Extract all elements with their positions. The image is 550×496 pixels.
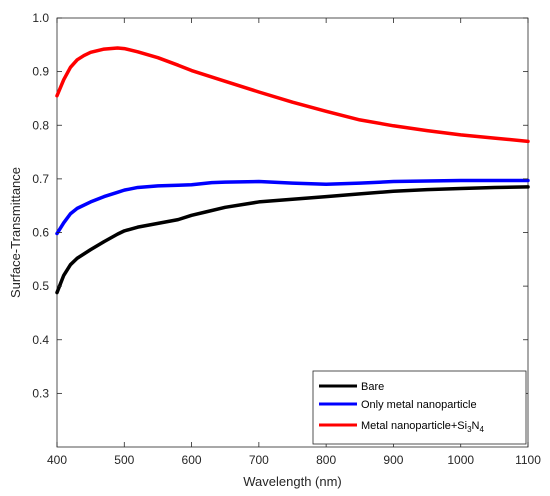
x-tick-label: 500 xyxy=(114,453,134,467)
y-tick-label: 0.9 xyxy=(32,65,49,79)
legend-box xyxy=(312,370,527,445)
series-line-2 xyxy=(55,46,530,144)
legend-label-sub2: 4 xyxy=(480,425,485,434)
x-tick-label: 800 xyxy=(316,453,336,467)
legend-label-main: Metal nanoparticle+Si xyxy=(361,420,467,432)
x-tick-label: 1100 xyxy=(515,453,541,467)
x-tick-label: 400 xyxy=(47,453,67,467)
y-tick-label: 0.4 xyxy=(32,333,49,347)
series-layer xyxy=(55,46,530,295)
y-axis-label: Surface-Transmittance xyxy=(8,167,23,298)
y-tick-label: 1.0 xyxy=(32,11,49,25)
x-tick-label: 900 xyxy=(383,453,403,467)
legend-label-bare: Bare xyxy=(361,381,384,393)
series-line-1 xyxy=(55,178,530,236)
x-tick-label: 1000 xyxy=(447,453,474,467)
y-tick-label: 0.5 xyxy=(32,279,49,293)
y-tick-label: 0.7 xyxy=(32,172,49,186)
legend-label-sub1: 3 xyxy=(467,425,472,434)
y-axis-ticks: 0.3 0.4 0.5 0.6 0.7 0.8 0.9 1.0 xyxy=(32,11,528,400)
x-tick-label: 600 xyxy=(182,453,202,467)
legend-label-only-metal-nanoparticle: Only metal nanoparticle xyxy=(361,399,477,411)
y-tick-label: 0.3 xyxy=(32,386,49,400)
legend-label-metal-nanoparticle-si3n4: Metal nanoparticle+Si3N4 xyxy=(361,420,485,434)
legend: Bare Only metal nanoparticle Metal nanop… xyxy=(312,370,527,445)
x-axis-label: Wavelength (nm) xyxy=(243,474,342,489)
legend-label-mid: N xyxy=(472,420,480,432)
series-line-0 xyxy=(55,185,530,295)
y-tick-label: 0.6 xyxy=(32,226,49,240)
y-tick-label: 0.8 xyxy=(32,118,49,132)
x-tick-label: 700 xyxy=(249,453,269,467)
